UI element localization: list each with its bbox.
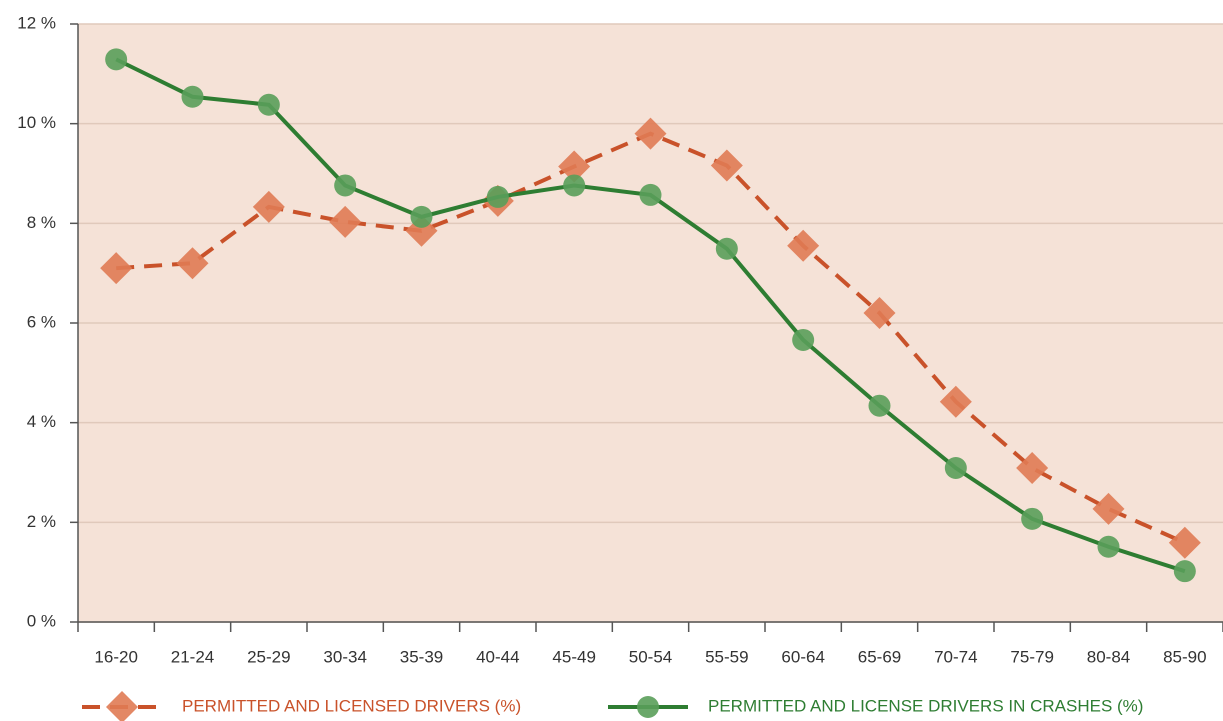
- data-point: [105, 48, 128, 71]
- data-point: [558, 150, 591, 183]
- data-point: [176, 247, 209, 280]
- data-point: [181, 85, 204, 108]
- x-tick-label: 65-69: [858, 647, 901, 666]
- data-point: [329, 205, 362, 238]
- y-tick-label: 4 %: [27, 412, 56, 431]
- x-tick-label: 55-59: [705, 647, 748, 666]
- y-tick-label: 0 %: [27, 611, 56, 630]
- x-tick-label: 80-84: [1087, 647, 1130, 666]
- data-point: [710, 149, 743, 182]
- x-tick-label: 45-49: [552, 647, 595, 666]
- legend-marker: [637, 696, 659, 718]
- x-tick-label: 50-54: [629, 647, 672, 666]
- x-tick-label: 40-44: [476, 647, 519, 666]
- data-point: [715, 237, 738, 260]
- data-point: [100, 252, 133, 285]
- data-point: [1016, 452, 1049, 485]
- data-point: [863, 297, 896, 330]
- data-point: [1173, 560, 1196, 583]
- x-tick-label: 25-29: [247, 647, 290, 666]
- data-point: [1092, 492, 1125, 525]
- x-tick-label: 30-34: [323, 647, 366, 666]
- data-point: [634, 117, 667, 150]
- x-tick-label: 35-39: [400, 647, 443, 666]
- x-tick-label: 60-64: [781, 647, 824, 666]
- data-point: [1021, 507, 1044, 530]
- legend-marker: [106, 691, 138, 721]
- data-point: [252, 190, 285, 223]
- data-point: [563, 174, 586, 197]
- x-tick-label: 85-90: [1163, 647, 1206, 666]
- x-tick-label: 75-79: [1010, 647, 1053, 666]
- data-point: [787, 229, 820, 262]
- data-point: [944, 457, 967, 480]
- data-point: [486, 185, 509, 208]
- y-tick-label: 8 %: [27, 213, 56, 232]
- data-point: [639, 183, 662, 206]
- x-tick-label: 16-20: [94, 647, 137, 666]
- data-point: [257, 93, 280, 116]
- x-tick-label: 70-74: [934, 647, 977, 666]
- data-point: [868, 394, 891, 417]
- data-point: [1097, 535, 1120, 558]
- data-point: [939, 385, 972, 418]
- y-tick-label: 2 %: [27, 512, 56, 531]
- y-tick-label: 12 %: [17, 13, 56, 32]
- data-point: [334, 174, 357, 197]
- data-point: [410, 205, 433, 228]
- legend-label: PERMITTED AND LICENSE DRIVERS IN CRASHES…: [708, 696, 1143, 715]
- data-point: [1168, 526, 1201, 559]
- legend-label: PERMITTED AND LICENSED DRIVERS (%): [182, 696, 521, 715]
- y-tick-label: 10 %: [17, 113, 56, 132]
- y-tick-label: 6 %: [27, 312, 56, 331]
- x-tick-label: 21-24: [171, 647, 214, 666]
- data-point: [792, 328, 815, 351]
